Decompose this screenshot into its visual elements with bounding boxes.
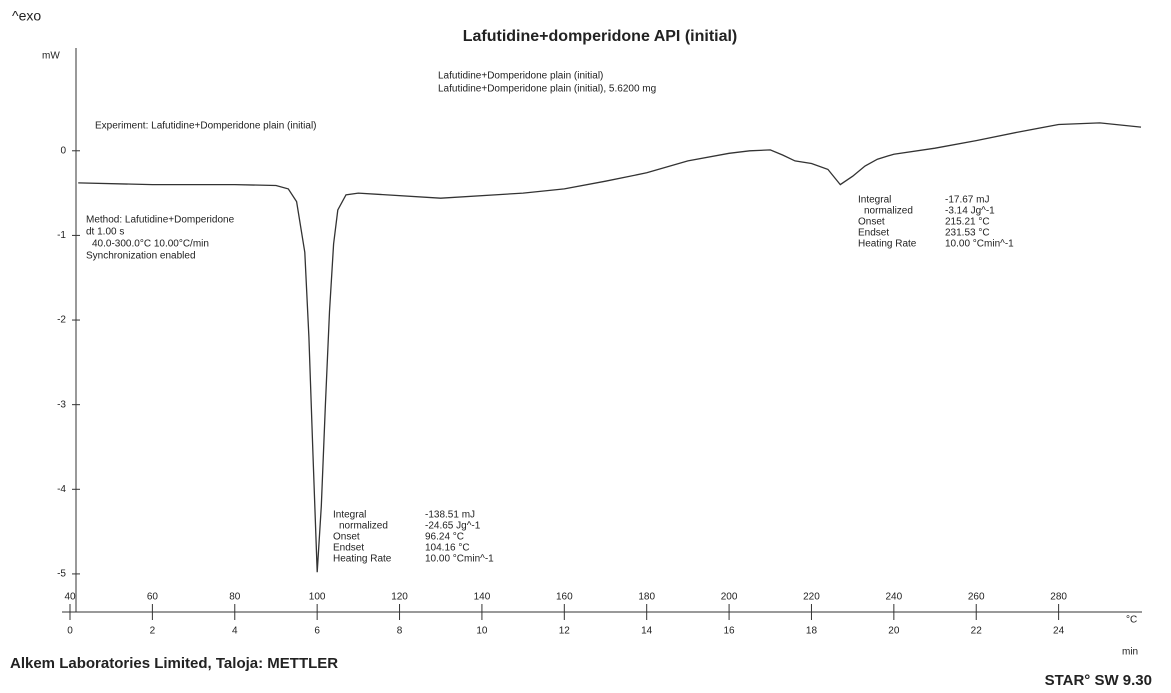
result-label: Endset (333, 543, 364, 554)
y-tick-label: -1 (57, 230, 66, 241)
legend-line: Lafutidine+Domperidone plain (initial), … (438, 84, 656, 95)
result-label: Integral (333, 510, 366, 521)
x2-tick-label: 18 (806, 626, 818, 637)
experiment: Experiment: Lafutidine+Domperidone plain… (95, 121, 317, 132)
result-label: Integral (858, 195, 891, 206)
result-value: -24.65 Jg^-1 (425, 521, 481, 532)
result-value: 10.00 °Cmin^-1 (425, 554, 494, 565)
result-value: -17.67 mJ (945, 195, 989, 206)
x-tick-label: 260 (968, 592, 985, 603)
method: 40.0-300.0°C 10.00°C/min (92, 239, 209, 250)
y-tick-label: -3 (57, 399, 66, 410)
result-value: 104.16 °C (425, 543, 470, 554)
footer-right: STAR° SW 9.30 (1045, 672, 1152, 689)
result-value: 231.53 °C (945, 228, 990, 239)
result-value: -3.14 Jg^-1 (945, 206, 995, 217)
y-axis-label: mW (42, 51, 60, 62)
result-value: 10.00 °Cmin^-1 (945, 239, 1014, 250)
x-tick-label: 240 (886, 592, 903, 603)
y-tick-label: -5 (57, 569, 66, 580)
x2-tick-label: 4 (232, 626, 238, 637)
y-tick-label: -2 (57, 315, 66, 326)
x-tick-label: 200 (721, 592, 738, 603)
result-label: normalized (339, 521, 388, 532)
x-tick-label: 140 (474, 592, 491, 603)
legend-line: Lafutidine+Domperidone plain (initial) (438, 71, 603, 82)
x-tick-label: 160 (556, 592, 573, 603)
x2-tick-label: 0 (67, 626, 73, 637)
x2-tick-label: 20 (888, 626, 900, 637)
x2-tick-label: 10 (476, 626, 488, 637)
method: dt 1.00 s (86, 227, 124, 238)
x2-tick-label: 22 (971, 626, 983, 637)
x-tick-label: 100 (309, 592, 326, 603)
x2-tick-label: 12 (559, 626, 571, 637)
result-label: Heating Rate (858, 239, 917, 250)
x-tick-label: 280 (1050, 592, 1067, 603)
result-label: Heating Rate (333, 554, 392, 565)
footer-left: Alkem Laboratories Limited, Taloja: METT… (10, 655, 338, 672)
method: Synchronization enabled (86, 251, 196, 262)
x-tick-label: 60 (147, 592, 159, 603)
x2-axis-label: min (1122, 647, 1138, 658)
x2-tick-label: 24 (1053, 626, 1065, 637)
x-tick-label: 120 (391, 592, 408, 603)
x2-tick-label: 14 (641, 626, 653, 637)
dsc-curve (78, 122, 1142, 573)
result-label: Endset (858, 228, 889, 239)
result-value: 96.24 °C (425, 532, 464, 543)
result-label: Onset (858, 217, 885, 228)
result-value: 215.21 °C (945, 217, 990, 228)
x-tick-label: 180 (638, 592, 655, 603)
result-label: normalized (864, 206, 913, 217)
x-tick-label: 220 (803, 592, 820, 603)
result-value: -138.51 mJ (425, 510, 475, 521)
x-tick-label: 80 (229, 592, 241, 603)
x2-tick-label: 8 (397, 626, 403, 637)
x2-tick-label: 6 (314, 626, 320, 637)
y-tick-label: -4 (57, 484, 66, 495)
method: Method: Lafutidine+Domperidone (86, 215, 235, 226)
result-label: Onset (333, 532, 360, 543)
exo-label: ^exo (12, 8, 41, 24)
x-tick-label: 40 (64, 592, 76, 603)
x-axis-label: °C (1126, 615, 1137, 626)
x2-tick-label: 16 (724, 626, 736, 637)
x2-tick-label: 2 (150, 626, 156, 637)
chart-title: Lafutidine+domperidone API (initial) (463, 28, 738, 45)
y-tick-label: 0 (60, 145, 66, 156)
